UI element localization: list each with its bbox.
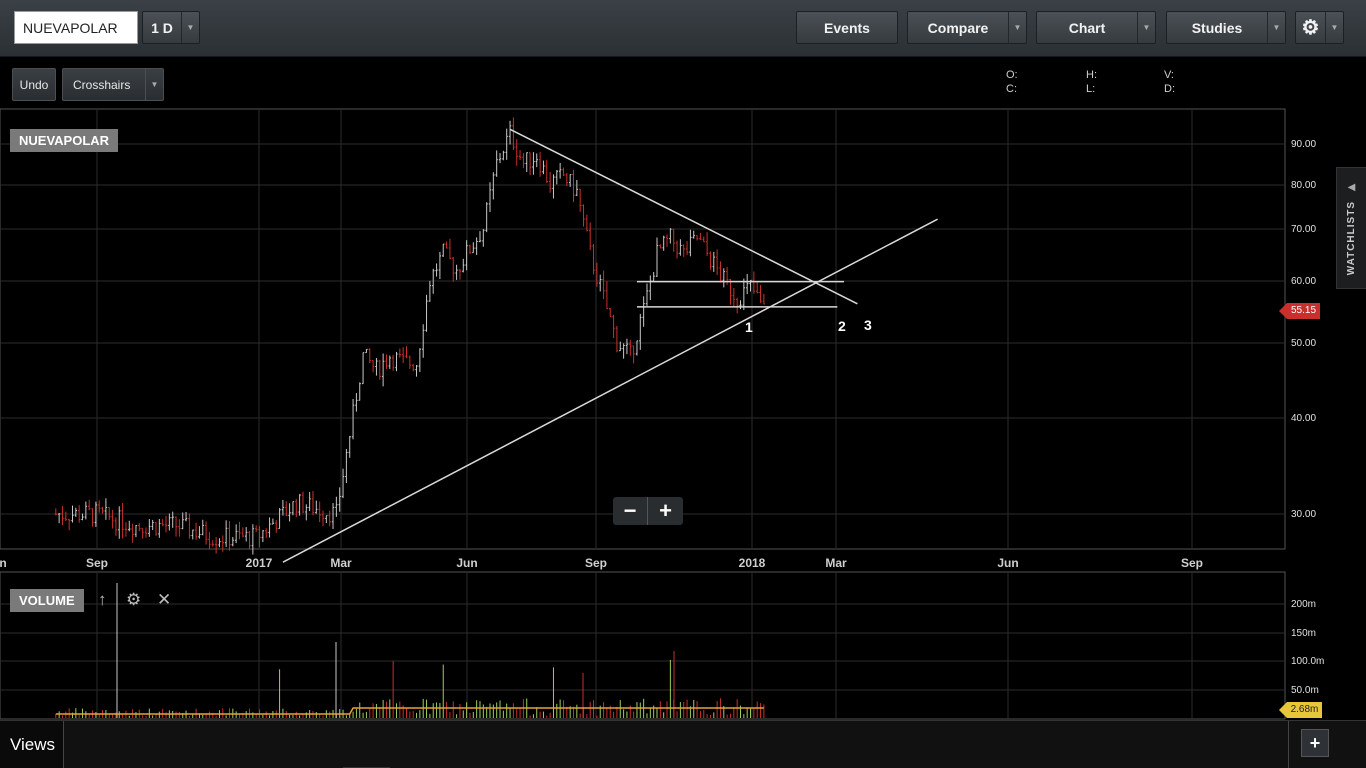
x-tick-label: Sep <box>85 556 109 570</box>
trendline <box>509 128 858 305</box>
zoom-control: − + <box>613 497 683 525</box>
ohlc-change: D: <box>1164 83 1175 95</box>
x-tick-label: 2017 <box>245 556 273 570</box>
arrow-up-icon[interactable]: ↑ <box>98 590 107 609</box>
divider <box>1288 721 1289 768</box>
y-tick-label: 30.00 <box>1291 509 1317 520</box>
pattern-label: 3 <box>864 317 872 333</box>
events-label: Events <box>824 19 870 36</box>
y-tick-label: 40.00 <box>1291 413 1317 424</box>
y-tick-label: 50.00 <box>1291 338 1317 349</box>
pattern-label: 1 <box>745 319 753 335</box>
chart-grid <box>0 110 1285 548</box>
chevron-down-icon: ▼ <box>145 69 163 100</box>
close-icon[interactable]: ✕ <box>157 590 172 609</box>
undo-button[interactable]: Undo <box>12 68 56 101</box>
volume-y-tick-label: 200m <box>1291 599 1317 610</box>
ohlc-open: O: <box>1006 69 1018 81</box>
watchlists-tab[interactable]: ◀ WATCHLISTS <box>1336 167 1366 289</box>
x-tick-label: 2018 <box>738 556 766 570</box>
volume-y-tick-label: 150m <box>1291 628 1317 639</box>
top-toolbar: 1 D ▼ Events Compare ▼ Chart ▼ Studies ▼… <box>0 0 1366 57</box>
volume-average-line <box>55 707 764 715</box>
x-tick-label: Jun <box>456 556 478 570</box>
x-tick-label: Sep <box>584 556 608 570</box>
x-tick-label: n <box>0 556 7 570</box>
volume-y-tick-label: 100.0m <box>1291 656 1325 667</box>
gear-icon[interactable]: ⚙ <box>126 590 142 609</box>
interval-label: 1 D <box>151 19 173 36</box>
x-tick-label: Mar <box>825 556 847 570</box>
chevron-down-icon: ▼ <box>1008 12 1026 43</box>
watchlists-label: WATCHLISTS <box>1346 201 1357 276</box>
zoom-in-button[interactable]: + <box>659 498 672 523</box>
volume-bars-layer <box>55 583 765 718</box>
y-tick-label: 80.00 <box>1291 180 1317 191</box>
studies-button[interactable]: Studies ▼ <box>1166 11 1286 44</box>
symbol-input[interactable] <box>14 11 138 44</box>
candles-layer <box>54 117 766 555</box>
crosshairs-dropdown[interactable]: Crosshairs ▼ <box>62 68 164 101</box>
trendline <box>282 218 938 563</box>
x-tick-label: Mar <box>330 556 352 570</box>
y-tick-label: 60.00 <box>1291 276 1317 287</box>
compare-label: Compare <box>927 19 989 36</box>
interval-button[interactable]: 1 D ▼ <box>142 11 200 44</box>
ohlc-low: L: <box>1086 83 1096 95</box>
views-button[interactable]: Views <box>0 721 64 768</box>
chevron-left-icon: ◀ <box>1347 182 1356 193</box>
symbol-tag[interactable]: NUEVAPOLAR <box>10 129 119 152</box>
y-tick-label: 90.00 <box>1291 139 1317 150</box>
current-volume-badge: 2.68m <box>1279 702 1322 718</box>
undo-label: Undo <box>19 77 49 92</box>
volume-pane-border <box>0 571 1286 720</box>
trendlines-layer <box>282 128 938 563</box>
price-pane-border <box>0 108 1286 550</box>
zoom-out-button[interactable]: − <box>613 497 648 525</box>
chevron-down-icon: ▼ <box>1325 12 1343 43</box>
pattern-label: 2 <box>838 318 846 334</box>
compare-button[interactable]: Compare ▼ <box>907 11 1027 44</box>
chevron-down-icon: ▼ <box>181 12 199 43</box>
bottom-bar: Views + <box>0 720 1366 768</box>
y-tick-label: 70.00 <box>1291 224 1317 235</box>
volume-grid <box>0 573 1285 718</box>
chevron-down-icon: ▼ <box>1267 12 1285 43</box>
current-price-badge: 55.15 <box>1279 303 1320 319</box>
chart-label: Chart <box>1068 19 1106 36</box>
events-button[interactable]: Events <box>796 11 898 44</box>
volume-tag[interactable]: VOLUME <box>10 589 84 612</box>
studies-label: Studies <box>1191 19 1243 36</box>
ohlc-volume: V: <box>1164 69 1174 81</box>
ohlc-close: C: <box>1006 83 1017 95</box>
settings-button[interactable]: ⚙ ▼ <box>1295 11 1344 44</box>
x-tick-label: Sep <box>1180 556 1204 570</box>
ohlc-high: H: <box>1086 69 1097 81</box>
x-tick-label: Jun <box>997 556 1019 570</box>
chart-button[interactable]: Chart ▼ <box>1036 11 1156 44</box>
add-view-button[interactable]: + <box>1301 729 1329 757</box>
crosshairs-label: Crosshairs <box>73 77 131 92</box>
chevron-down-icon: ▼ <box>1137 12 1155 43</box>
volume-y-tick-label: 50.0m <box>1291 685 1319 696</box>
gear-icon: ⚙ <box>1301 17 1320 39</box>
